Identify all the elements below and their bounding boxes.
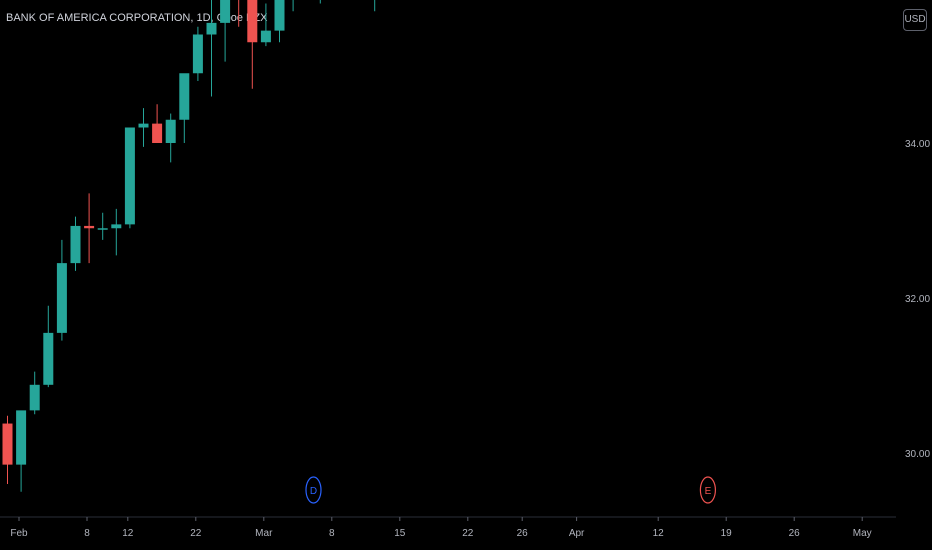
event-marker-D[interactable]: D xyxy=(305,476,322,504)
candle-body xyxy=(124,127,135,225)
time-tick-label: 26 xyxy=(789,528,801,539)
time-tick-label: 12 xyxy=(122,528,134,539)
candles-layer xyxy=(2,0,380,492)
time-tick-label: 12 xyxy=(653,528,665,539)
currency-button[interactable]: USD xyxy=(903,9,927,31)
candle-body xyxy=(16,410,27,465)
candle[interactable] xyxy=(56,239,67,341)
event-marker-label: E xyxy=(705,486,712,497)
candle[interactable] xyxy=(274,0,285,43)
candle-body xyxy=(70,225,81,264)
price-tick-label: 32.00 xyxy=(905,294,930,305)
candle-body xyxy=(29,384,40,411)
chart-title: BANK OF AMERICA CORPORATION, 1D, Cboe BZ… xyxy=(6,12,268,24)
time-tick-label: 15 xyxy=(394,528,406,539)
time-axis: Feb 8 12 22 Mar 8 15 22 26 Apr 12 19 26 May xyxy=(10,517,872,539)
candle[interactable] xyxy=(220,0,231,62)
event-marker-label: D xyxy=(310,486,317,497)
candle-body xyxy=(56,263,67,333)
candle-body xyxy=(260,30,271,43)
candle-body xyxy=(84,225,95,229)
candle[interactable] xyxy=(288,0,298,12)
candle-body xyxy=(2,423,13,465)
candle[interactable] xyxy=(70,216,81,271)
candle[interactable] xyxy=(192,26,203,81)
time-tick-label: 8 xyxy=(84,528,90,539)
candle[interactable] xyxy=(247,0,258,89)
time-tick-label: 22 xyxy=(190,528,202,539)
event-marker-ring xyxy=(699,476,717,504)
candle[interactable] xyxy=(234,0,244,27)
candle-body xyxy=(138,123,149,128)
candle[interactable] xyxy=(97,212,108,240)
candle[interactable] xyxy=(206,0,217,97)
candle-body xyxy=(220,0,231,23)
time-tick-label: Mar xyxy=(255,528,273,539)
time-tick-label: Feb xyxy=(10,528,28,539)
candle[interactable] xyxy=(179,73,190,143)
candle-body xyxy=(165,119,176,143)
time-tick-label: 8 xyxy=(329,528,335,539)
candle-body xyxy=(43,332,54,385)
candle-body xyxy=(97,228,108,230)
candle-body xyxy=(192,34,203,74)
candle[interactable] xyxy=(370,0,380,12)
candle-body xyxy=(152,123,163,143)
time-tick-label: 22 xyxy=(462,528,474,539)
price-tick-label: 30.00 xyxy=(905,449,930,460)
candle-body xyxy=(179,73,190,120)
candle-body xyxy=(274,0,285,31)
time-tick-label: 19 xyxy=(721,528,733,539)
candle[interactable] xyxy=(124,127,135,229)
candle[interactable] xyxy=(152,104,163,143)
candle[interactable] xyxy=(138,108,149,147)
candle[interactable] xyxy=(29,371,40,415)
event-marker-E[interactable]: E xyxy=(699,476,717,504)
candle-body xyxy=(247,0,258,43)
candle[interactable] xyxy=(16,410,27,492)
price-tick-label: 34.00 xyxy=(905,139,930,150)
candle[interactable] xyxy=(43,305,54,388)
candle[interactable] xyxy=(260,3,271,47)
time-tick-label: 26 xyxy=(517,528,529,539)
price-axis: 30.0032.0034.0036.0038.0040.0039.4238.91… xyxy=(905,139,930,460)
candle[interactable] xyxy=(111,208,122,256)
candle[interactable] xyxy=(2,415,13,484)
candle[interactable] xyxy=(315,0,325,4)
candle-body xyxy=(111,224,122,229)
event-marker-ring xyxy=(305,476,322,504)
candle[interactable] xyxy=(84,193,95,264)
candle-body xyxy=(206,22,217,35)
time-tick-label: Apr xyxy=(569,528,585,539)
candle[interactable] xyxy=(165,113,176,163)
time-tick-label: May xyxy=(853,528,872,539)
